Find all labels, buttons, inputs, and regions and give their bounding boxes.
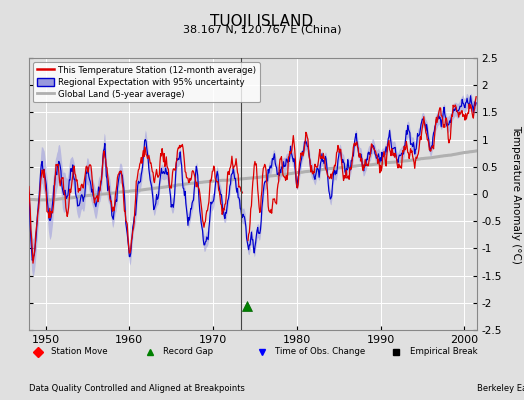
Text: Berkeley Earth: Berkeley Earth [477,384,524,393]
Text: 38.167 N, 120.767 E (China): 38.167 N, 120.767 E (China) [183,25,341,35]
Text: Empirical Break: Empirical Break [410,347,477,356]
Text: Station Move: Station Move [51,347,108,356]
Text: Record Gap: Record Gap [163,347,213,356]
Text: Time of Obs. Change: Time of Obs. Change [275,347,365,356]
Text: Data Quality Controlled and Aligned at Breakpoints: Data Quality Controlled and Aligned at B… [29,384,245,393]
Legend: This Temperature Station (12-month average), Regional Expectation with 95% uncer: This Temperature Station (12-month avera… [33,62,259,102]
Y-axis label: Temperature Anomaly (°C): Temperature Anomaly (°C) [511,124,521,264]
Text: TUOJI ISLAND: TUOJI ISLAND [211,14,313,29]
